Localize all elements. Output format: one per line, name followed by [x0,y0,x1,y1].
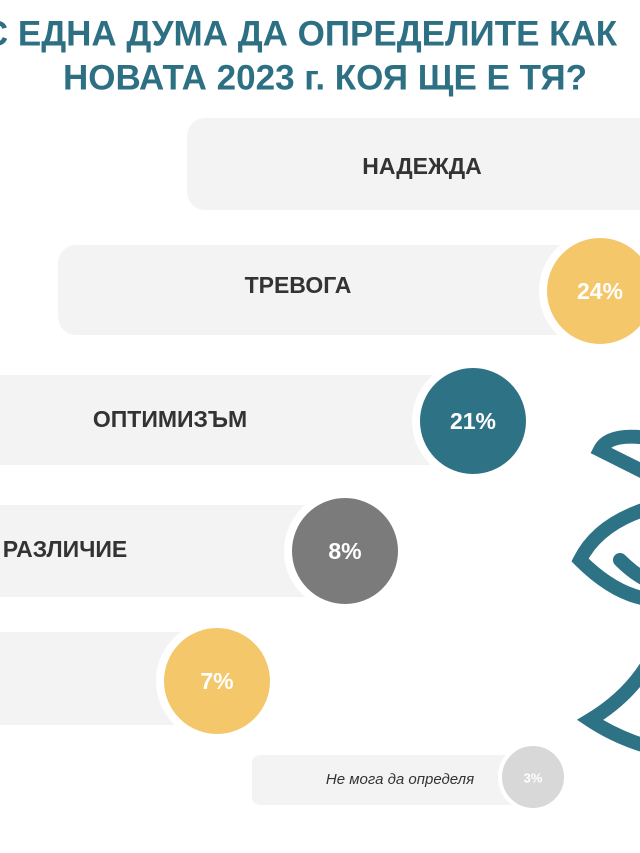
bar-background [0,375,473,465]
category-label: НАДЕЖДА [362,153,482,179]
bar-background [58,245,603,335]
category-label: ТРЕВОГА [245,272,352,298]
value-bubble [156,620,278,742]
category-label: ОПТИМИЗЪМ [93,406,247,432]
value-label: 24% [577,278,623,304]
category-label: Не мога да определя [326,771,474,788]
value-label: 3% [524,770,543,785]
bar-background [0,505,345,597]
value-bubble [539,230,640,352]
bar-background [187,118,640,210]
value-bubble [412,360,534,482]
value-label: 7% [200,668,233,694]
value-bubble [498,742,568,812]
value-label: 21% [450,408,496,434]
tree-decoration [571,429,640,752]
value-label: 8% [328,538,361,564]
category-label: РАЗЛИЧИЕ [3,536,127,562]
chart-title: НОВАТА 2023 г. КОЯ ЩЕ Е ТЯ? [63,58,587,97]
value-bubble [284,490,406,612]
bar-background [252,755,532,805]
chart-title: С ЕДНА ДУМА ДА ОПРЕДЕЛИТЕ КАК [0,14,618,53]
